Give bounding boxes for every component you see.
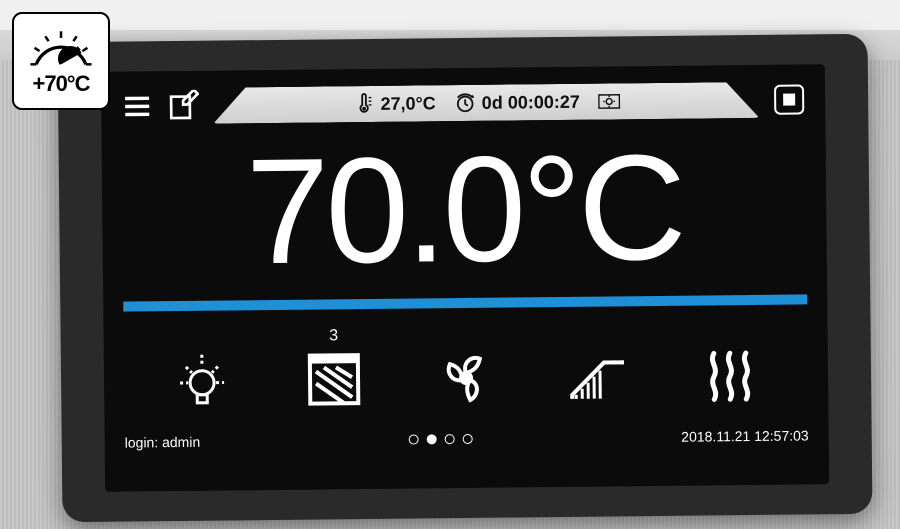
stop-icon (774, 84, 804, 114)
timer-segment: 0d 00:00:27 (454, 91, 580, 114)
badge-temperature-label: +70°C (32, 71, 89, 97)
page-dot[interactable] (427, 434, 437, 444)
page-dot[interactable] (463, 434, 473, 444)
edit-note-icon (167, 90, 199, 122)
progress-bar (123, 294, 807, 311)
fan-icon (434, 346, 499, 411)
heat-waves-icon (698, 343, 763, 408)
function-row: 3 (123, 314, 808, 421)
timer-value: 0d 00:00:27 (482, 91, 580, 113)
lightbulb-icon (170, 348, 235, 413)
setpoint-value: 27,0°C (380, 93, 435, 115)
setpoint-segment: 27,0°C (352, 92, 435, 115)
temperature-badge: +70°C (12, 12, 110, 110)
login-label: login: (125, 434, 159, 450)
light-button[interactable] (162, 340, 243, 421)
settings-card-icon (598, 90, 620, 112)
bottom-bar: login: admin 2018.11.21 12:57:03 (125, 424, 809, 453)
ramp-profile-icon (566, 344, 631, 409)
login-info: login: admin (125, 434, 201, 451)
shelf-count: 3 (329, 327, 338, 345)
current-temperature: 70.0°C (122, 130, 808, 287)
top-bar: 27,0°C 0d 00:00:27 (121, 78, 805, 127)
stop-button[interactable] (773, 83, 805, 115)
fan-button[interactable] (426, 338, 507, 419)
page-indicator[interactable] (409, 434, 473, 445)
heating-button[interactable] (690, 335, 771, 416)
chamber-icon (302, 347, 367, 412)
page-dot[interactable] (409, 434, 419, 444)
edit-button[interactable] (167, 90, 199, 122)
screen: 27,0°C 0d 00:00:27 70.0°C (101, 64, 829, 492)
shelves-button[interactable]: 3 (294, 339, 375, 420)
login-user: admin (162, 434, 200, 450)
program-settings-button[interactable] (598, 90, 620, 112)
page-dot[interactable] (445, 434, 455, 444)
gauge-icon (28, 25, 94, 69)
hamburger-icon (121, 90, 153, 122)
thermometer-icon (352, 93, 374, 115)
datetime: 2018.11.21 12:57:03 (681, 427, 809, 444)
status-strip: 27,0°C 0d 00:00:27 (213, 82, 759, 124)
timer-icon (454, 92, 476, 114)
ramp-button[interactable] (558, 336, 639, 417)
control-panel-device: 27,0°C 0d 00:00:27 70.0°C (58, 34, 873, 522)
menu-button[interactable] (121, 90, 153, 122)
